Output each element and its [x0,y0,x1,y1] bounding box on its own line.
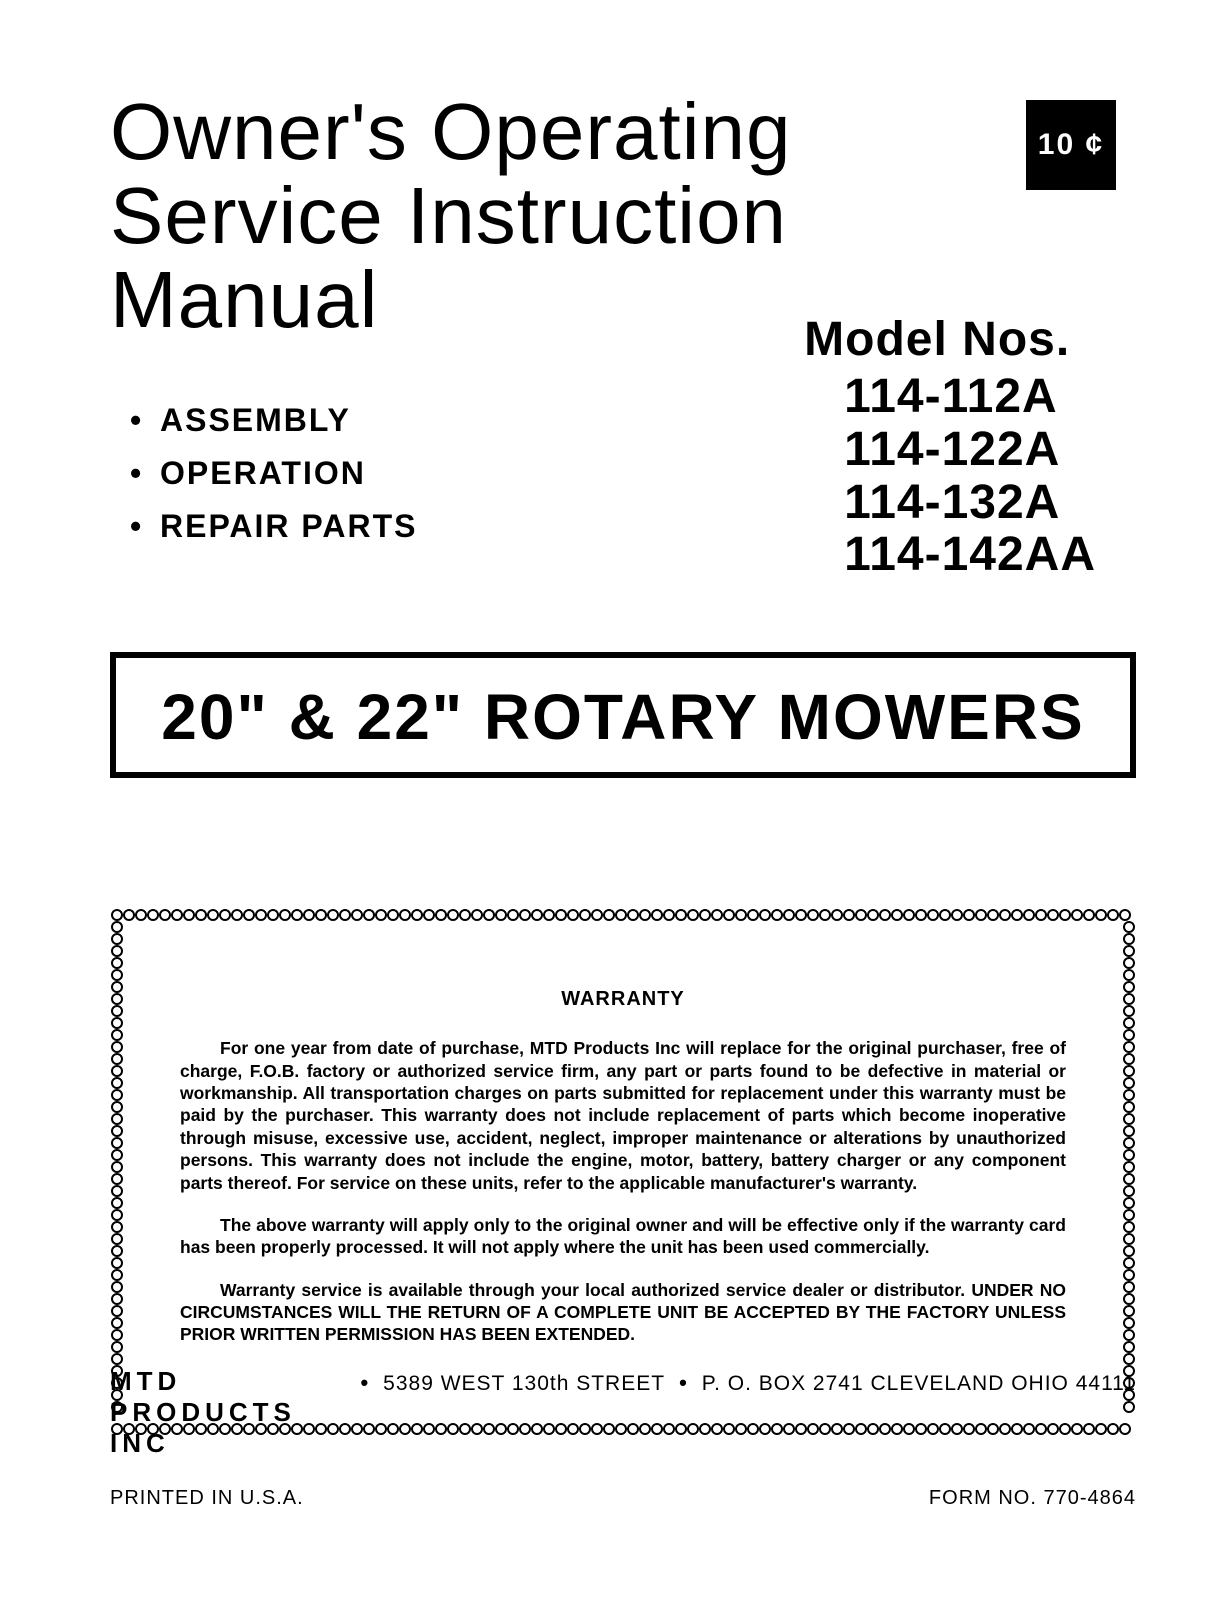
separator-dot: • [360,1370,369,1396]
model-number: 114-132A [844,477,1096,530]
warranty-heading: WARRANTY [180,988,1066,1011]
warranty-paragraph: Warranty service is available through yo… [180,1279,1066,1346]
title-line-3: Manual [110,255,378,344]
section-item: OPERATION [130,455,418,492]
footer-line-2: PRINTED IN U.S.A. FORM NO. 770-4864 [110,1487,1136,1510]
separator-dot: • [679,1370,688,1396]
product-title-box: 20" & 22" ROTARY MOWERS [110,652,1136,778]
section-item: REPAIR PARTS [130,508,418,545]
section-item: ASSEMBLY [130,402,418,439]
models-block: Model Nos. 114-112A 114-122A 114-132A 11… [804,312,1096,582]
document-page: 10 ¢ Owner's Operating Service Instructi… [0,0,1226,1600]
warranty-paragraph: The above warranty will apply only to th… [180,1214,1066,1259]
form-number: FORM NO. 770-4864 [929,1487,1136,1510]
models-list: 114-112A 114-122A 114-132A 114-142AA [844,371,1096,582]
company-name: MTD PRODUCTS INC [110,1366,346,1459]
footer-line-1: MTD PRODUCTS INC • 5389 WEST 130th STREE… [110,1366,1136,1459]
address-street: 5389 WEST 130th STREET [383,1372,665,1396]
title-line-1: Owner's Operating [110,87,791,176]
title-line-2: Service Instruction [110,171,787,260]
top-info-row: ASSEMBLY OPERATION REPAIR PARTS Model No… [110,372,1136,582]
sections-list: ASSEMBLY OPERATION REPAIR PARTS [130,402,418,561]
warranty-paragraph: For one year from date of purchase, MTD … [180,1037,1066,1194]
price-box: 10 ¢ [1026,100,1116,190]
footer: MTD PRODUCTS INC • 5389 WEST 130th STREE… [110,1366,1136,1510]
printed-in: PRINTED IN U.S.A. [110,1487,304,1510]
model-number: 114-142AA [844,529,1096,582]
model-number: 114-112A [844,371,1096,424]
main-title: Owner's Operating Service Instruction Ma… [110,90,810,342]
warranty-box: WARRANTY For one year from date of purch… [110,908,1136,1436]
address-po: P. O. BOX 2741 CLEVELAND OHIO 44111 [702,1372,1136,1396]
model-number: 114-122A [844,424,1096,477]
product-title: 20" & 22" ROTARY MOWERS [136,680,1110,754]
models-heading: Model Nos. [804,312,1096,367]
price-label: 10 ¢ [1038,128,1104,162]
